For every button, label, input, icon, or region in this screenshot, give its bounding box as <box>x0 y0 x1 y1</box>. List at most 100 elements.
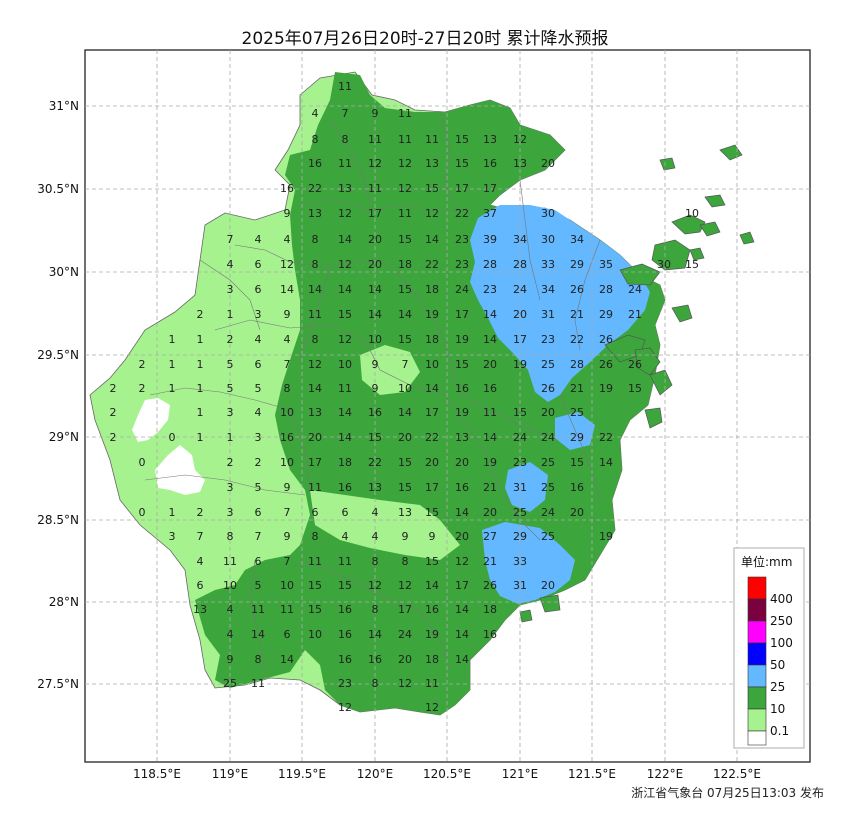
precip-value: 11 <box>398 207 412 220</box>
precip-value: 24 <box>455 283 469 296</box>
precip-value: 22 <box>368 456 382 469</box>
precip-value: 6 <box>255 555 262 568</box>
precip-value: 13 <box>338 182 352 195</box>
lat-tick: 27.5°N <box>37 677 79 691</box>
precip-value: 5 <box>227 358 234 371</box>
precip-value: 28 <box>599 283 613 296</box>
legend-title: 单位:mm <box>741 554 792 569</box>
precip-value: 12 <box>280 258 294 271</box>
precip-value: 8 <box>372 603 379 616</box>
precip-value: 8 <box>342 133 349 146</box>
precip-value: 8 <box>372 677 379 690</box>
precip-value: 31 <box>513 481 527 494</box>
precip-value: 19 <box>599 382 613 395</box>
lat-tick: 29°N <box>49 430 79 444</box>
precip-value: 12 <box>308 358 322 371</box>
precip-value: 10 <box>280 456 294 469</box>
precip-value: 11 <box>308 308 322 321</box>
precip-value: 17 <box>368 207 382 220</box>
precip-value: 18 <box>338 456 352 469</box>
precip-value: 8 <box>227 530 234 543</box>
precip-value: 14 <box>483 333 497 346</box>
precip-value: 11 <box>338 157 352 170</box>
precip-value: 28 <box>570 358 584 371</box>
precip-value: 23 <box>455 233 469 246</box>
precip-value: 4 <box>312 107 319 120</box>
light-green-patch-south <box>310 490 460 560</box>
precip-value: 11 <box>368 133 382 146</box>
precip-value: 14 <box>280 653 294 666</box>
precip-value: 16 <box>338 603 352 616</box>
precip-value: 12 <box>368 157 382 170</box>
precip-value: 18 <box>425 283 439 296</box>
precip-value: 6 <box>255 283 262 296</box>
blue-zone-taizhou <box>555 412 595 450</box>
precip-value: 11 <box>308 481 322 494</box>
precip-value: 23 <box>338 677 352 690</box>
precip-value: 19 <box>455 333 469 346</box>
precip-value: 1 <box>197 382 204 395</box>
precip-value: 13 <box>425 157 439 170</box>
precip-value: 17 <box>455 182 469 195</box>
precip-value: 16 <box>455 481 469 494</box>
precip-value: 8 <box>312 233 319 246</box>
precip-value: 10 <box>368 333 382 346</box>
precip-value: 9 <box>227 653 234 666</box>
precip-value: 25 <box>570 406 584 419</box>
precip-value: 14 <box>308 382 322 395</box>
precip-value: 15 <box>398 333 412 346</box>
precip-value: 14 <box>483 431 497 444</box>
precip-value: 26 <box>483 579 497 592</box>
precip-value: 15 <box>570 456 584 469</box>
precip-value: 12 <box>398 182 412 195</box>
precip-value: 7 <box>284 506 291 519</box>
precip-value: 1 <box>227 431 234 444</box>
precip-value: 17 <box>483 182 497 195</box>
precip-value: 13 <box>455 431 469 444</box>
blue-zone-coast-south <box>482 522 575 604</box>
precip-value: 7 <box>342 107 349 120</box>
precip-value: 15 <box>455 157 469 170</box>
precip-value: 15 <box>398 481 412 494</box>
precip-value: 25 <box>541 456 555 469</box>
precip-value: 12 <box>338 258 352 271</box>
legend: 单位:mm 400 250 100 50 25 10 0.1 <box>733 547 805 749</box>
precip-value: 14 <box>599 456 613 469</box>
precip-value: 2 <box>197 308 204 321</box>
blue-zone-wenling <box>505 462 548 512</box>
precip-value: 16 <box>483 157 497 170</box>
precip-value: 20 <box>455 530 469 543</box>
precip-value: 2 <box>255 456 262 469</box>
precip-value: 33 <box>541 258 555 271</box>
precip-value: 9 <box>284 308 291 321</box>
precip-value: 2 <box>139 358 146 371</box>
precip-value: 28 <box>513 258 527 271</box>
precip-value: 9 <box>284 481 291 494</box>
precip-value: 29 <box>570 431 584 444</box>
precip-value: 29 <box>570 258 584 271</box>
precip-value: 14 <box>398 308 412 321</box>
precip-value: 10 <box>280 406 294 419</box>
precip-value: 34 <box>513 233 527 246</box>
precip-value: 20 <box>541 157 555 170</box>
precip-value: 9 <box>402 530 409 543</box>
graticule <box>85 50 810 762</box>
precip-value: 20 <box>541 406 555 419</box>
precip-value: 21 <box>570 382 584 395</box>
precip-value: 5 <box>227 382 234 395</box>
precip-value: 27 <box>483 530 497 543</box>
precip-value: 24 <box>628 283 642 296</box>
precip-value: 4 <box>284 333 291 346</box>
precip-value: 16 <box>483 382 497 395</box>
precip-value: 14 <box>338 431 352 444</box>
precip-value: 4 <box>197 555 204 568</box>
precip-value: 14 <box>425 233 439 246</box>
precip-value: 8 <box>312 530 319 543</box>
legend-swatch <box>747 576 767 600</box>
precip-value: 13 <box>483 133 497 146</box>
precip-value: 17 <box>398 603 412 616</box>
precip-value: 4 <box>227 603 234 616</box>
legend-label: 250 <box>770 614 793 628</box>
precip-value: 9 <box>372 382 379 395</box>
